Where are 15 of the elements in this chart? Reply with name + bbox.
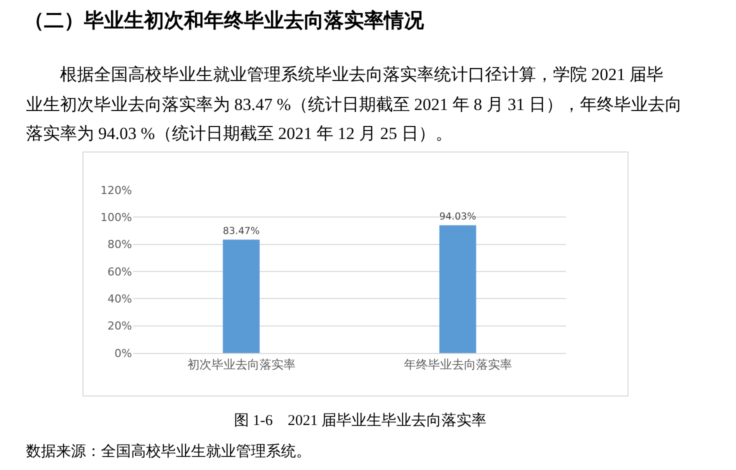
caption: 图 1-6 2021 届毕业生毕业去向落实率: [234, 412, 486, 429]
data-label: 94.03%: [439, 212, 476, 223]
data-label: 83.47%: [222, 226, 260, 237]
chart-title: （二）毕业生初次和年终毕业去向落实率情况: [24, 8, 425, 32]
y-tick-label: 120%: [100, 184, 132, 197]
y-tick-label: 0%: [114, 346, 132, 360]
y-tick-label: 60%: [108, 265, 132, 278]
chart-subtitle: 根据全国高校毕业生就业管理系统毕业去向落实率统计口径计算，学院 2021 届毕业生初次毕业去向落实率为 83.47 %（统计日期截至 2021 年 8 月 31 日），年终毕业去向落实率为 94.03 %（统计日期截至 2021 年 12 月 25 日）。: [26, 65, 682, 143]
source-note: 数据来源：全国高校毕业生就业管理系统。: [26, 443, 311, 460]
y-tick-label: 40%: [108, 292, 132, 306]
x-tick-label: 年终毕业去向落实率: [404, 357, 512, 372]
y-tick-label: 80%: [108, 238, 132, 252]
y-tick-label: 100%: [100, 211, 132, 224]
y-tick-label: 20%: [108, 320, 132, 333]
x-tick-label: 初次毕业去向落实率: [187, 357, 296, 372]
